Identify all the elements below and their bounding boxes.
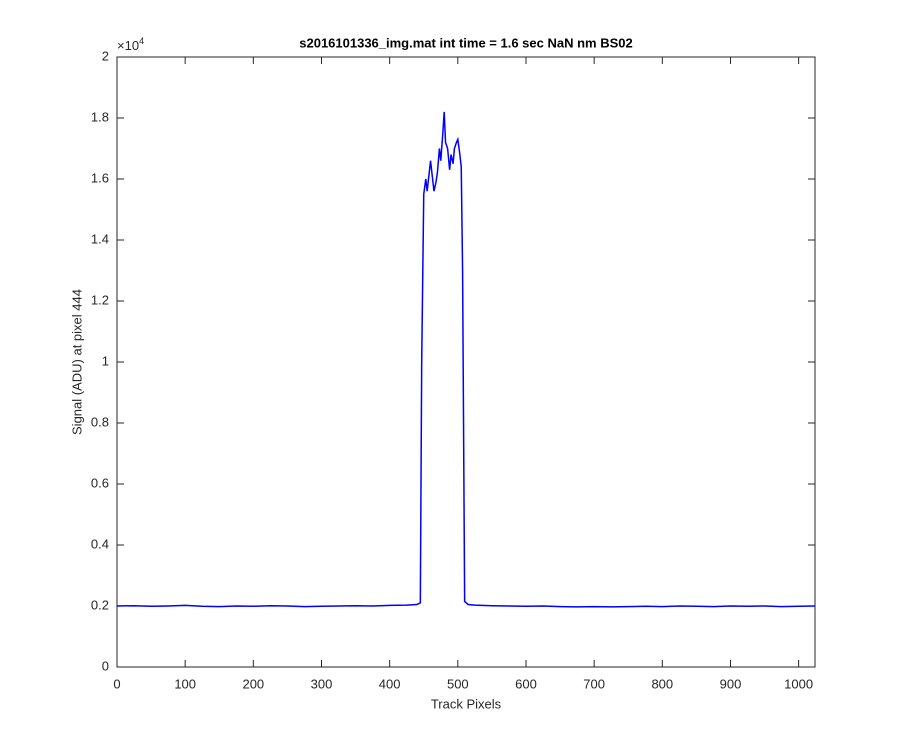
x-axis-label: Track Pixels	[431, 696, 502, 711]
x-tick-label: 400	[379, 676, 401, 691]
y-tick-label: 1.2	[91, 292, 109, 307]
x-tick-label: 600	[515, 676, 537, 691]
y-tick-label: 0.8	[91, 414, 109, 429]
y-tick-label: 1.6	[91, 170, 109, 185]
y-tick-label: 1.4	[91, 231, 109, 246]
y-tick-label: 1	[102, 353, 109, 368]
x-tick-label: 900	[720, 676, 742, 691]
y-axis-label: Signal (ADU) at pixel 444	[69, 289, 84, 435]
y-multiplier: ×104	[117, 36, 144, 53]
y-tick-label: 0	[102, 658, 109, 673]
x-tick-label: 1000	[784, 676, 813, 691]
y-multiplier-base: ×10	[117, 38, 139, 53]
x-tick-label: 200	[242, 676, 264, 691]
x-tick-label: 700	[583, 676, 605, 691]
x-tick-label: 0	[113, 676, 120, 691]
signal-line	[116, 111, 816, 608]
y-tick-label: 0.2	[91, 597, 109, 612]
x-tick-label: 500	[447, 676, 469, 691]
y-tick-label: 0.4	[91, 536, 109, 551]
x-tick-label: 800	[651, 676, 673, 691]
y-tick-label: 0.6	[91, 475, 109, 490]
x-tick-label: 100	[174, 676, 196, 691]
x-tick-label: 300	[311, 676, 333, 691]
y-multiplier-power: 4	[139, 36, 144, 46]
y-tick-label: 2	[102, 48, 109, 63]
y-tick-label: 1.8	[91, 109, 109, 124]
plot-box	[116, 56, 816, 668]
chart-title: s2016101336_img.mat int time = 1.6 sec N…	[299, 35, 633, 50]
